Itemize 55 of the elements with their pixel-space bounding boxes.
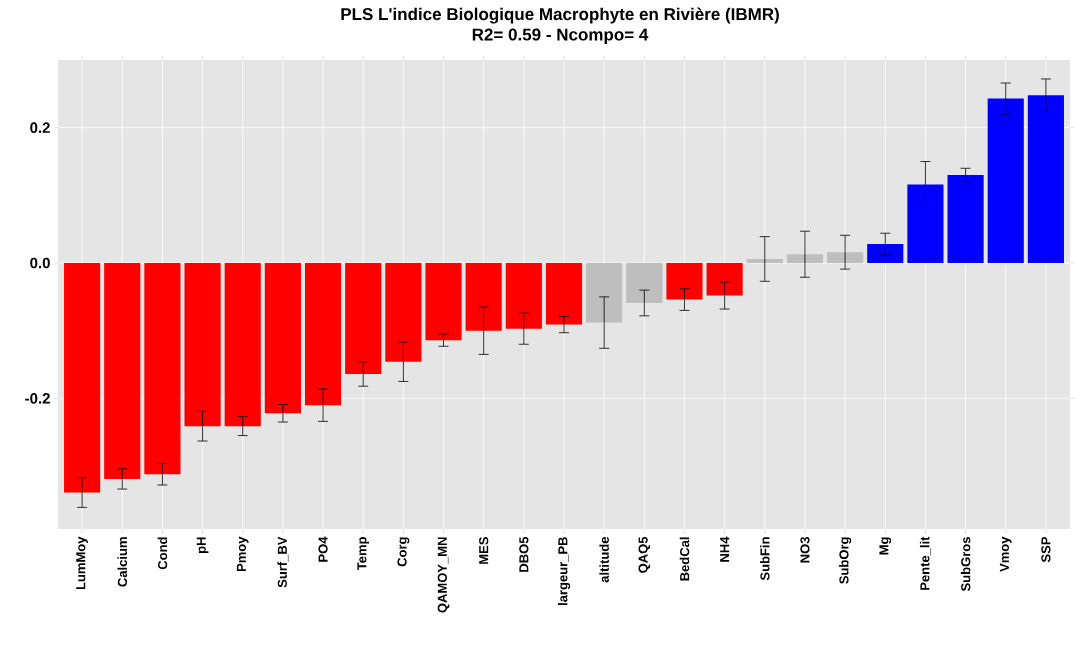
bar [706, 263, 743, 296]
bar [987, 98, 1024, 264]
x-tick-label: BedCal [679, 537, 690, 581]
x-tick-label: SubGros [960, 537, 971, 592]
bar [304, 263, 342, 406]
chart-subtitle: R2= 0.59 - Ncompo= 4 [472, 28, 649, 44]
bar [505, 263, 542, 329]
x-tick-label: Corg [397, 537, 410, 567]
x-tick-label: QAQ5 [638, 536, 651, 573]
x-tick-label: Mg [879, 537, 892, 555]
x-tick-label: QAMOY_MN [437, 537, 450, 613]
bar [64, 263, 101, 493]
bar [345, 263, 382, 375]
x-tick-label: PO4 [318, 536, 328, 562]
bar [586, 263, 623, 323]
x-tick-label: Calcium [117, 537, 128, 587]
x-tick-label: Vmoy [999, 536, 1012, 572]
bar [746, 258, 783, 264]
bar [184, 263, 221, 427]
bar [827, 252, 864, 264]
bar [264, 263, 301, 414]
x-tick-label: altitude [599, 536, 609, 583]
bar [224, 263, 261, 427]
x-tick-label: SSP [1041, 536, 1051, 563]
y-tick-label: -0.2 [25, 393, 50, 404]
x-tick-label: largeur_PB [557, 537, 571, 605]
bar [867, 244, 904, 264]
x-tick-label: LumMoy [76, 536, 88, 590]
x-tick-label: Cond [157, 537, 168, 570]
bar [786, 254, 824, 264]
x-tick-label: Surf_BV [277, 536, 289, 588]
bar [1027, 95, 1064, 264]
x-tick-label: pH [196, 537, 209, 553]
bar [104, 263, 141, 479]
bar [465, 263, 502, 331]
y-tick-label: 0.0 [30, 257, 50, 269]
bar [385, 263, 422, 362]
bar [626, 263, 663, 303]
bar [425, 263, 462, 341]
bar [666, 263, 703, 300]
y-tick-label: 0.2 [30, 122, 50, 133]
bar [907, 184, 944, 264]
x-tick-label: MES [479, 537, 489, 564]
bar [947, 175, 984, 264]
x-tick-label: Pmoy [236, 536, 249, 572]
x-tick-label: DBO5 [519, 536, 529, 572]
x-tick-label: SubFin [760, 537, 770, 581]
x-tick-label: NO3 [800, 537, 810, 563]
bar [144, 263, 181, 475]
x-tick-label: Pente_lit [919, 536, 931, 590]
x-tick-label: SubOrg [839, 537, 852, 584]
x-tick-label: Temp [357, 537, 370, 571]
x-tick-label: NH4 [720, 536, 730, 562]
bar [545, 263, 583, 325]
chart-title: PLS L'indice Biologique Macrophyte en Rivière (IBMR) [341, 7, 779, 24]
